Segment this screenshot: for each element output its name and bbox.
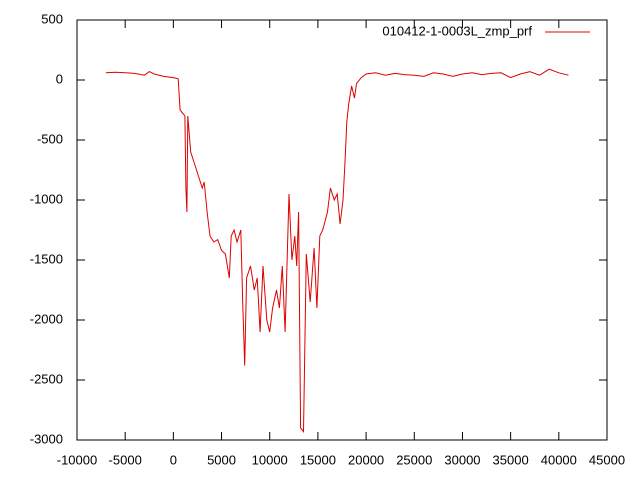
x-tick-label: 20000 bbox=[348, 452, 384, 467]
y-tick-label: -3000 bbox=[30, 431, 63, 446]
y-tick-label: 0 bbox=[56, 71, 63, 86]
y-tick-label: -1500 bbox=[30, 251, 63, 266]
x-tick-label: 30000 bbox=[444, 452, 480, 467]
x-tick-label: 0 bbox=[170, 452, 177, 467]
x-tick-label: 35000 bbox=[493, 452, 529, 467]
x-tick-label: -10000 bbox=[57, 452, 97, 467]
x-tick-label: 40000 bbox=[541, 452, 577, 467]
data-line bbox=[105, 68, 569, 433]
x-tick-label: 15000 bbox=[300, 452, 336, 467]
x-tick-label: -5000 bbox=[109, 452, 142, 467]
y-tick-label: -2500 bbox=[30, 371, 63, 386]
y-tick-label: -500 bbox=[37, 131, 63, 146]
x-tick-label: 25000 bbox=[396, 452, 432, 467]
x-tick-label: 45000 bbox=[589, 452, 625, 467]
x-tick-label: 5000 bbox=[207, 452, 236, 467]
y-tick-label: -1000 bbox=[30, 191, 63, 206]
x-tick-label: 10000 bbox=[252, 452, 288, 467]
y-tick-label: 500 bbox=[41, 11, 63, 26]
plot-frame bbox=[76, 19, 608, 441]
y-tick-label: -2000 bbox=[30, 311, 63, 326]
legend-label: 010412-1-0003L_zmp_prf bbox=[382, 23, 532, 38]
